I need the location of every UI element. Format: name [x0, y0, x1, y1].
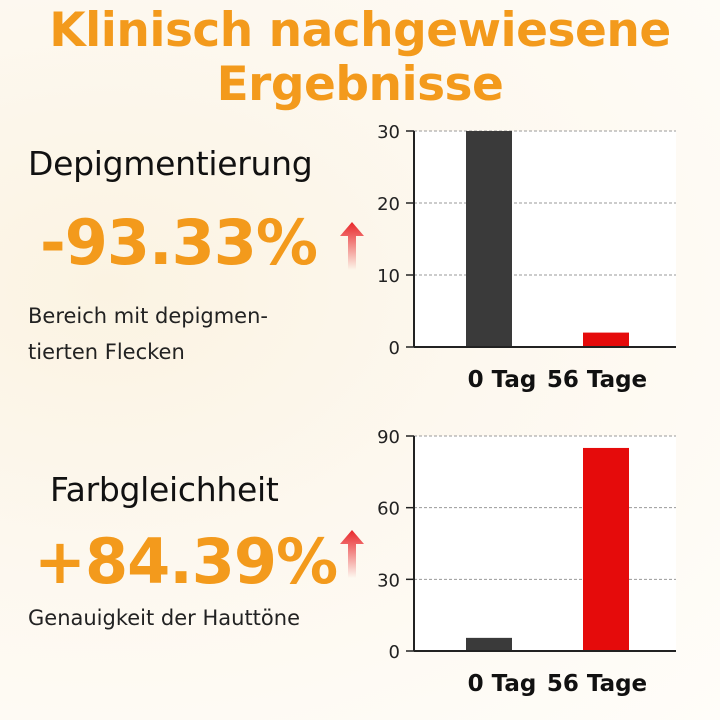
x-category-label: 56 Tage: [547, 671, 647, 697]
y-tick-label: 30: [377, 122, 400, 143]
page-title: Klinisch nachgewiesene Ergebnisse: [0, 4, 720, 112]
bar-day-56: [583, 447, 629, 651]
plot-area: [414, 436, 676, 651]
bar-day-0: [466, 637, 512, 651]
y-tick-label: 10: [377, 266, 400, 287]
bar-day-56: [583, 332, 629, 347]
plot-area: [414, 131, 676, 347]
y-tick-label: 0: [389, 338, 400, 359]
metric-desc-line-2: tierten Flecken: [28, 340, 185, 364]
y-tick-label: 30: [377, 570, 400, 591]
x-category-label: 0 Tag: [468, 367, 537, 393]
x-category-label: 0 Tag: [468, 671, 537, 697]
up-arrow-icon: [340, 222, 364, 270]
y-tick-label: 60: [377, 499, 400, 520]
x-category-label: 56 Tage: [547, 367, 647, 393]
metric-desc-line-1: Bereich mit depigmen-: [28, 304, 268, 328]
page-title-line-1: Klinisch nachgewiesene: [49, 3, 671, 58]
metric-desc-line-1: Genauigkeit der Hauttöne: [28, 606, 300, 630]
metric-value-depigmentation: -93.33%: [40, 206, 318, 279]
y-tick-label: 0: [389, 642, 400, 663]
y-tick-label: 20: [377, 194, 400, 215]
metric-desc-depigmentation: Bereich mit depigmen- tierten Flecken: [28, 298, 268, 370]
page-title-line-2: Ergebnisse: [216, 57, 504, 112]
up-arrow-icon: [340, 530, 364, 578]
bar-day-0: [466, 131, 512, 347]
metric-value-color-evenness: +84.39%: [34, 525, 338, 598]
metric-name-color-evenness: Farbgleichheit: [50, 470, 279, 509]
metric-desc-color-evenness: Genauigkeit der Hauttöne: [28, 600, 300, 636]
metric-name-depigmentation: Depigmentierung: [28, 144, 313, 183]
y-tick-label: 90: [377, 427, 400, 448]
